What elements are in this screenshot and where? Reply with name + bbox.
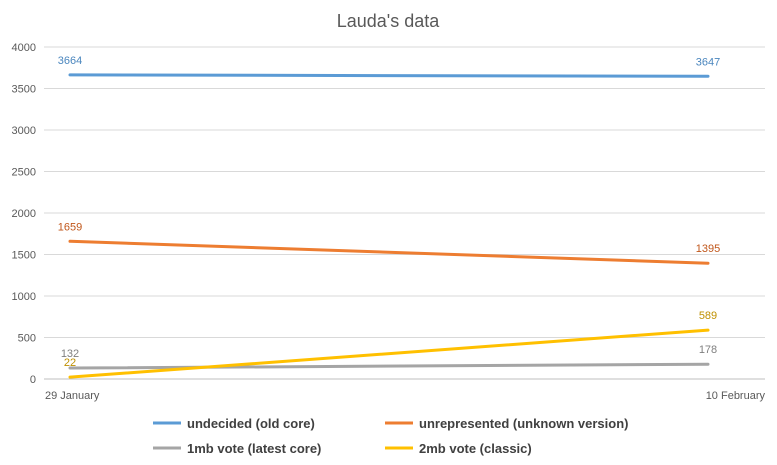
series-lines <box>68 73 710 379</box>
data-label: 589 <box>699 310 717 322</box>
legend-label: undecided (old core) <box>187 416 315 431</box>
x-axis-tick-labels: 29 January 10 February <box>45 390 765 402</box>
y-tick-label: 3500 <box>12 84 36 96</box>
data-label: 132 <box>61 348 79 360</box>
legend-label: 1mb vote (latest core) <box>187 441 321 456</box>
y-tick-label: 0 <box>30 374 36 386</box>
y-tick-label: 2500 <box>12 167 36 179</box>
data-label: 22 <box>64 357 76 369</box>
legend-item: 2mb vote (classic) <box>385 441 532 456</box>
data-label: 1395 <box>696 243 720 255</box>
legend-label: unrepresented (unknown version) <box>419 416 628 431</box>
y-tick-label: 1000 <box>12 291 36 303</box>
y-tick-label: 4000 <box>12 42 36 54</box>
y-tick-label: 3000 <box>12 125 36 137</box>
y-tick-label: 1500 <box>12 250 36 262</box>
data-label: 1659 <box>58 221 82 233</box>
y-axis-tick-labels: 0 500 1000 1500 2000 2500 3000 3500 4000 <box>12 42 36 386</box>
legend: undecided (old core) unrepresented (unkno… <box>153 416 628 456</box>
series-line <box>68 73 710 78</box>
legend-item: unrepresented (unknown version) <box>385 416 628 431</box>
chart-title: Lauda's data <box>337 11 441 31</box>
legend-item: undecided (old core) <box>153 416 315 431</box>
legend-item: 1mb vote (latest core) <box>153 441 321 456</box>
x-tick-label: 10 February <box>706 390 766 402</box>
data-label: 178 <box>699 344 717 356</box>
data-label: 3664 <box>58 55 82 67</box>
x-tick-label: 29 January <box>45 390 100 402</box>
data-labels: 3664 3647 1659 1395 132 178 22 589 <box>58 55 720 369</box>
series-line <box>68 239 710 265</box>
gridlines <box>44 46 765 380</box>
y-tick-label: 2000 <box>12 208 36 220</box>
legend-label: 2mb vote (classic) <box>419 441 532 456</box>
series-line <box>68 362 710 370</box>
data-label: 3647 <box>696 56 720 68</box>
y-tick-label: 500 <box>18 333 36 345</box>
series-line <box>68 328 710 379</box>
